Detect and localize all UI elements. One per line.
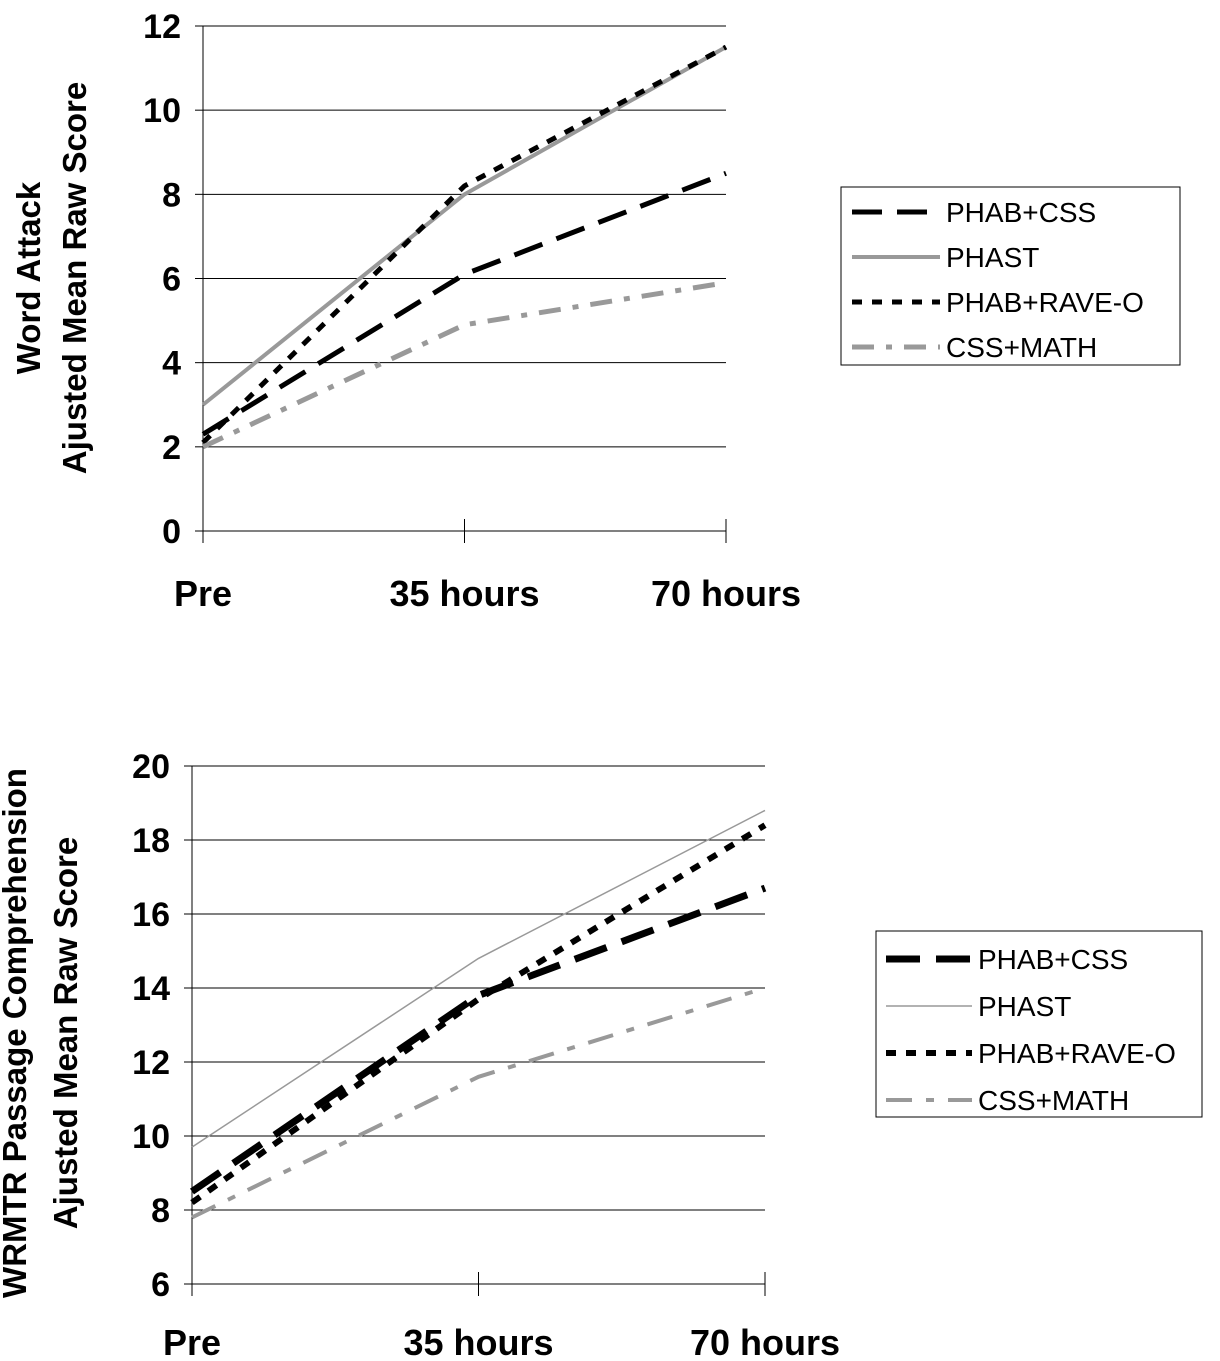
y-tick-label: 18 [132,822,170,860]
y-tick-label: 8 [151,1192,170,1230]
series-line-phab-css [190,884,767,1195]
legend-label: PHAB+CSS [978,944,1128,975]
x-tick-label: Pre [163,1322,221,1361]
series-line-phast [201,45,727,407]
legend-label: PHAST [946,242,1039,273]
series-line-phab-rave-o [190,822,767,1206]
y-tick-label: 8 [162,176,181,214]
y-axis-label: Word Attack [10,181,47,374]
passage-comprehension-chart: 6 8 10 12 14 16 18 20 Pre 35 hours 70 hours WRMTR P… [0,748,1203,1361]
y-tick-label: 14 [132,970,170,1008]
y-axis-label: WRMTR Passage Comprehension [0,768,33,1298]
y-tick-label: 6 [162,261,181,299]
x-tick-label: 35 hours [403,1322,553,1361]
legend-box [875,930,1203,1118]
y-tick-label: 20 [132,748,170,786]
x-tick-label: 70 hours [690,1322,840,1361]
y-tick-label: 6 [151,1266,170,1304]
y-axis-label: Ajusted Mean Raw Score [56,82,93,474]
series-line-phab-rave-o [201,44,728,445]
legend-label: CSS+MATH [978,1085,1129,1116]
series-line-phast [191,809,766,1148]
legend-label: PHAB+RAVE-O [946,287,1144,318]
legend-label: PHAST [978,991,1071,1022]
series-line-phab-css [201,170,727,437]
y-tick-label: 12 [143,8,181,46]
y-tick-label: 16 [132,896,170,934]
x-tick-label: Pre [174,573,232,614]
legend-box [840,186,1181,366]
y-tick-label: 12 [132,1044,170,1082]
y-tick-label: 10 [143,92,181,130]
y-tick-label: 10 [132,1118,170,1156]
legend-label: CSS+MATH [946,332,1097,363]
word-attack-chart: 0 2 4 6 8 10 12 Pre 35 hours 70 hours Word Attack A… [10,8,1181,614]
series-line-css-math [191,986,766,1220]
y-tick-label: 0 [162,513,181,551]
series-line-css-math [201,280,727,450]
y-tick-label: 4 [162,345,181,383]
y-axis-label: Ajusted Mean Raw Score [47,837,84,1229]
legend-label: PHAB+CSS [946,197,1096,228]
x-tick-label: 70 hours [651,573,801,614]
x-tick-label: 35 hours [389,573,539,614]
y-tick-label: 2 [162,429,181,467]
legend-label: PHAB+RAVE-O [978,1038,1176,1069]
